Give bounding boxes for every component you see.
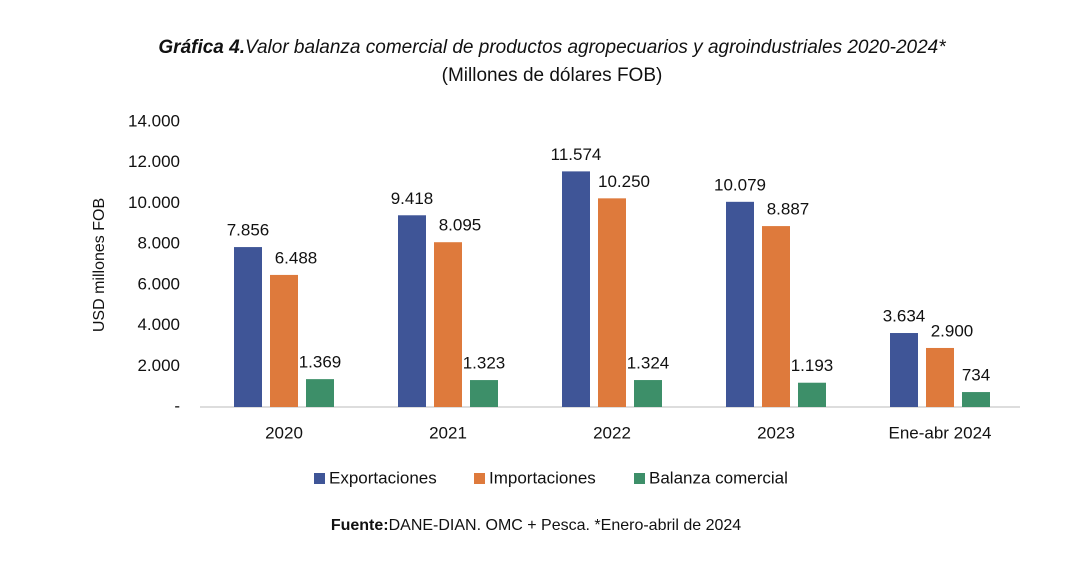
value-label: 1.369 [299, 353, 342, 372]
legend-label: Importaciones [489, 468, 596, 487]
x-tick-label: 2020 [265, 423, 303, 442]
y-tick-label: 8.000 [137, 234, 180, 253]
source-note: Fuente:DANE-DIAN. OMC + Pesca. *Enero-ab… [331, 517, 741, 534]
value-label: 8.887 [767, 200, 810, 219]
bar [234, 247, 262, 407]
value-label: 2.900 [931, 321, 974, 340]
value-label: 11.574 [551, 145, 602, 164]
y-tick-label: 12.000 [128, 152, 180, 171]
source-text: DANE-DIAN. OMC + Pesca. *Enero-abril de … [389, 517, 742, 534]
legend-swatch [634, 473, 645, 484]
bar [306, 379, 334, 407]
bar [598, 198, 626, 407]
value-label: 3.634 [883, 307, 926, 326]
y-tick-label: 2.000 [137, 356, 180, 375]
bar [890, 333, 918, 407]
bar [398, 215, 426, 407]
legend-swatch [314, 473, 325, 484]
chart: Gráfica 4.Valor balanza comercial de pro… [0, 0, 1072, 572]
x-tick-label: 2022 [593, 423, 631, 442]
y-tick-label: 4.000 [137, 315, 180, 334]
bar [926, 348, 954, 407]
value-label: 1.193 [791, 356, 834, 375]
title-text: Valor balanza comercial de productos agr… [245, 37, 946, 58]
bar [962, 392, 990, 407]
value-label: 1.323 [463, 354, 506, 373]
legend-label: Balanza comercial [649, 468, 788, 487]
y-tick-label: 6.000 [137, 274, 180, 293]
bar [634, 380, 662, 407]
y-tick-label: - [174, 396, 180, 415]
value-label: 1.324 [627, 354, 670, 373]
value-label: 7.856 [227, 221, 270, 240]
chart-subtitle: (Millones de dólares FOB) [442, 65, 663, 86]
legend-swatch [474, 473, 485, 484]
value-label: 6.488 [275, 248, 318, 267]
value-label: 8.095 [439, 216, 482, 235]
bar [470, 380, 498, 407]
title-label: Gráfica 4. [158, 37, 245, 58]
value-label: 10.250 [598, 172, 650, 191]
y-axis-label: USD millones FOB [91, 198, 108, 332]
bar [434, 242, 462, 407]
value-label: 9.418 [391, 189, 434, 208]
bar [798, 383, 826, 407]
y-tick-label: 14.000 [128, 111, 180, 130]
legend-label: Exportaciones [329, 468, 437, 487]
x-tick-label: Ene-abr 2024 [888, 423, 991, 442]
x-tick-label: 2023 [757, 423, 795, 442]
source-label: Fuente: [331, 517, 389, 534]
chart-title: Gráfica 4.Valor balanza comercial de pro… [158, 37, 946, 58]
bar [726, 202, 754, 407]
bar [270, 275, 298, 407]
bar [762, 226, 790, 407]
y-tick-label: 10.000 [128, 193, 180, 212]
value-label: 10.079 [714, 175, 766, 194]
bar [562, 171, 590, 407]
x-tick-label: 2021 [429, 423, 467, 442]
value-label: 734 [962, 366, 990, 385]
